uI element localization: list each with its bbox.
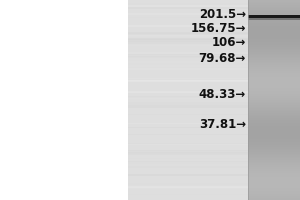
Bar (128, 9, 248, 10)
Bar (128, 65, 248, 67)
Bar (128, 113, 248, 115)
Bar (128, 98, 248, 100)
Bar (128, 52, 248, 54)
Bar (128, 42, 248, 44)
Bar (128, 102, 248, 103)
Bar (128, 152, 248, 153)
Bar (128, 80, 248, 82)
Bar (128, 54, 248, 56)
Text: 156.75→: 156.75→ (190, 22, 246, 36)
Bar (128, 13, 248, 15)
Bar (128, 137, 248, 138)
Bar (128, 39, 248, 41)
Bar (128, 115, 248, 116)
Bar (128, 174, 248, 176)
Bar (248, 15, 300, 18)
Bar (128, 134, 248, 135)
Bar (128, 152, 248, 154)
Bar (128, 80, 248, 81)
Bar (128, 123, 248, 124)
Bar (128, 68, 248, 70)
Bar (128, 158, 248, 159)
Bar (128, 137, 248, 138)
Bar (128, 116, 248, 117)
Bar (128, 0, 248, 200)
Text: 106→: 106→ (212, 36, 246, 49)
Bar (248, 18, 300, 20)
Bar (128, 57, 248, 58)
Text: 201.5→: 201.5→ (199, 8, 246, 21)
Bar (128, 197, 248, 199)
Bar (128, 32, 248, 34)
Bar (128, 151, 248, 152)
Bar (128, 13, 248, 14)
Bar (128, 17, 248, 18)
Bar (128, 24, 248, 25)
Bar (128, 144, 248, 145)
Bar (128, 143, 248, 145)
Bar (128, 194, 248, 195)
Bar (128, 35, 248, 36)
Bar (128, 127, 248, 128)
Bar (128, 103, 248, 105)
Bar (128, 114, 248, 115)
Bar (128, 36, 248, 37)
Bar (128, 33, 248, 35)
Bar (128, 7, 248, 9)
Bar (128, 17, 248, 18)
Bar (0, 0, 128, 200)
Bar (128, 38, 248, 40)
Bar (128, 91, 248, 93)
Bar (128, 162, 248, 164)
Bar (128, 5, 248, 7)
Bar (128, 25, 248, 27)
Bar (128, 99, 248, 100)
Bar (128, 154, 248, 155)
Bar (128, 123, 248, 124)
Text: 37.81→: 37.81→ (199, 118, 246, 132)
Bar (128, 67, 248, 69)
Bar (128, 150, 248, 152)
Text: 79.68→: 79.68→ (199, 52, 246, 66)
Bar (128, 116, 248, 117)
Bar (128, 53, 248, 55)
Bar (128, 97, 248, 100)
Bar (128, 161, 248, 162)
Bar (128, 194, 248, 195)
Bar (128, 187, 248, 189)
Bar (128, 55, 248, 56)
Bar (128, 17, 248, 18)
Bar (128, 41, 248, 44)
Text: 48.33→: 48.33→ (199, 88, 246, 102)
Bar (128, 45, 248, 46)
Bar (128, 3, 248, 5)
Bar (128, 96, 248, 97)
Bar (128, 56, 248, 58)
Bar (128, 103, 248, 106)
Bar (128, 92, 248, 93)
Bar (128, 39, 248, 41)
Bar (128, 78, 248, 79)
Bar (128, 186, 248, 188)
Bar (128, 48, 248, 50)
Bar (128, 106, 248, 108)
Bar (128, 167, 248, 168)
Bar (128, 183, 248, 185)
Bar (128, 166, 248, 167)
Bar (128, 61, 248, 63)
